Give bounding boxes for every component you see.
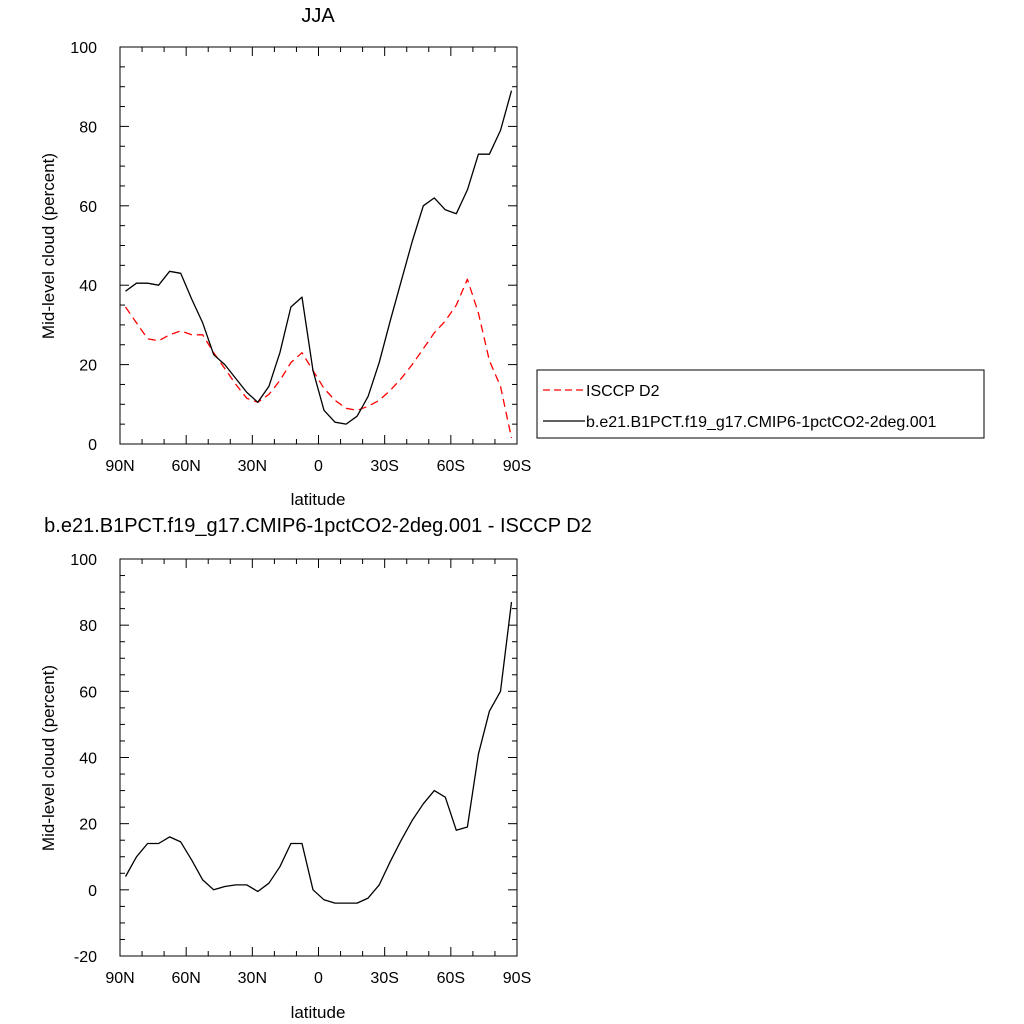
y-tick-label: 0 bbox=[88, 437, 97, 454]
x-tick-label: 90N bbox=[105, 970, 134, 987]
x-tick-label: 0 bbox=[314, 458, 323, 475]
y-tick-label: 60 bbox=[79, 199, 97, 216]
y-tick-label: 100 bbox=[70, 40, 97, 57]
x-tick-label: 60N bbox=[171, 458, 200, 475]
x-tick-label: 90S bbox=[503, 458, 531, 475]
x-tick-label: 90S bbox=[503, 970, 531, 987]
bottom-chart-panel: b.e21.B1PCT.f19_g17.CMIP6-1pctCO2-2deg.0… bbox=[39, 515, 592, 1022]
top-chart-ylabel: Mid-level cloud (percent) bbox=[39, 153, 58, 339]
model-line bbox=[125, 90, 513, 425]
y-tick-label: 40 bbox=[79, 278, 97, 295]
y-tick-label: 60 bbox=[79, 684, 97, 701]
top-chart-panel: JJA 90N 60N 30N 0 30S 60S 90S 0 20 40 60 80 100 lati… bbox=[39, 5, 985, 509]
y-tick-label: 0 bbox=[88, 883, 97, 900]
legend-box bbox=[536, 369, 985, 439]
difference-line bbox=[124, 601, 513, 904]
x-tick-label: 60N bbox=[171, 970, 200, 987]
legend-label-isccp: ISCCP D2 bbox=[586, 383, 660, 400]
x-tick-label: 60S bbox=[437, 458, 465, 475]
y-tick-label: 80 bbox=[79, 618, 97, 635]
bottom-chart-ticks: 90N 60N 30N 0 30S 60S 90S -20 0 20 40 60 80 100 bbox=[70, 552, 531, 987]
y-tick-label: 40 bbox=[79, 751, 97, 768]
top-chart-xlabel: latitude bbox=[291, 490, 346, 509]
top-chart-plot-frame bbox=[119, 46, 518, 445]
x-tick-label: 30N bbox=[238, 970, 267, 987]
x-tick-label: 60S bbox=[437, 970, 465, 987]
bottom-chart-ylabel: Mid-level cloud (percent) bbox=[39, 665, 58, 851]
x-tick-label: 0 bbox=[314, 970, 323, 987]
x-tick-label: 30S bbox=[370, 970, 398, 987]
bottom-chart-title: b.e21.B1PCT.f19_g17.CMIP6-1pctCO2-2deg.0… bbox=[44, 515, 592, 537]
x-tick-label: 30N bbox=[238, 458, 267, 475]
top-chart-ticks: 90N 60N 30N 0 30S 60S 90S 0 20 40 60 80 100 bbox=[70, 40, 531, 475]
y-tick-label: 80 bbox=[79, 119, 97, 136]
y-tick-label: 100 bbox=[70, 552, 97, 569]
bottom-chart-plot-frame bbox=[119, 558, 518, 957]
x-tick-label: 90N bbox=[105, 458, 134, 475]
isccp-d2-line bbox=[124, 278, 513, 439]
x-tick-label: 30S bbox=[370, 458, 398, 475]
y-tick-label: 20 bbox=[79, 817, 97, 834]
top-chart-title: JJA bbox=[301, 5, 335, 27]
top-chart-legend: ISCCP D2 b.e21.B1PCT.f19_g17.CMIP6-1pctC… bbox=[536, 369, 985, 439]
legend-label-model: b.e21.B1PCT.f19_g17.CMIP6-1pctCO2-2deg.0… bbox=[586, 414, 937, 431]
top-chart-series bbox=[124, 90, 513, 439]
bottom-chart-xlabel: latitude bbox=[291, 1003, 346, 1022]
y-tick-label: 20 bbox=[79, 358, 97, 375]
bottom-chart-series bbox=[124, 601, 513, 904]
y-tick-label: -20 bbox=[74, 949, 97, 966]
